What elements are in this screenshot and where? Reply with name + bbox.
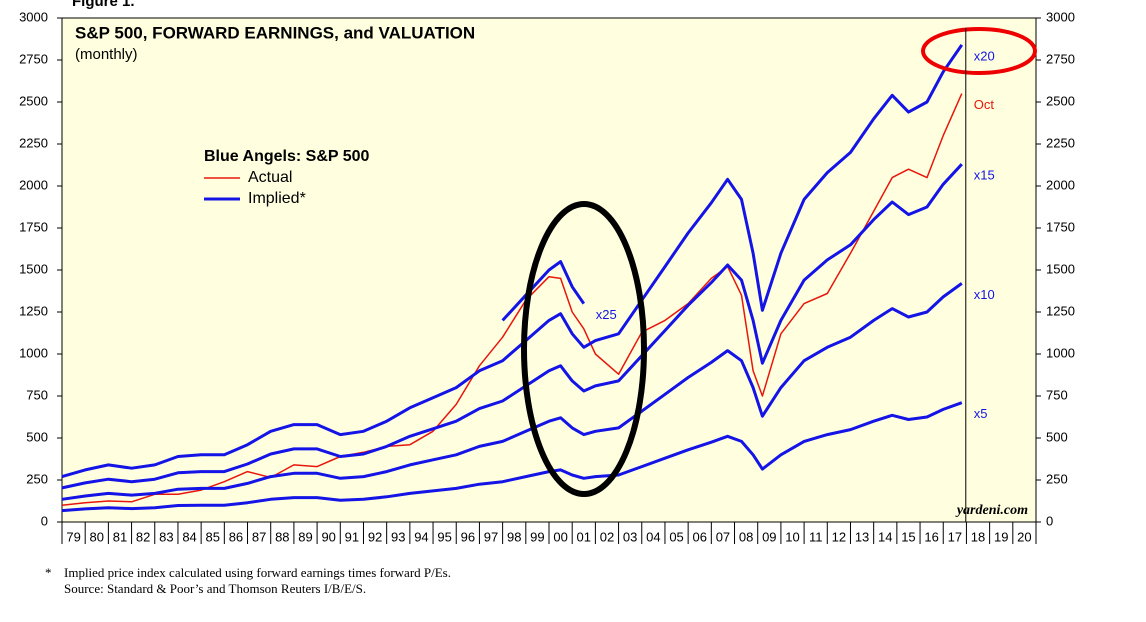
x-tick-label: 87 bbox=[252, 529, 266, 544]
x-tick-label: 90 bbox=[321, 529, 335, 544]
highlight-ellipse bbox=[521, 201, 647, 497]
highlight-ellipse bbox=[921, 27, 1037, 75]
chart-title: S&P 500, FORWARD EARNINGS, and VALUATION bbox=[75, 23, 475, 42]
y-tick-label-right: 3000 bbox=[1046, 9, 1075, 24]
x-tick-label: 79 bbox=[66, 529, 80, 544]
marks bbox=[61, 44, 964, 513]
y-tick-label: 0 bbox=[41, 513, 48, 528]
y-tick-label-right: 0 bbox=[1046, 513, 1053, 528]
x-tick-label: 91 bbox=[345, 529, 359, 544]
x-tick-label: 08 bbox=[739, 529, 753, 544]
x-tick-label: 03 bbox=[623, 529, 637, 544]
y-tick-label-right: 2000 bbox=[1046, 177, 1075, 192]
x-tick-label: 11 bbox=[809, 529, 823, 544]
y-tick-label: 2000 bbox=[19, 177, 48, 192]
series-end-label: x5 bbox=[974, 406, 988, 421]
series-end-label: x15 bbox=[974, 168, 995, 183]
y-tick-label-right: 1750 bbox=[1046, 219, 1075, 234]
y-tick-label-right: 2500 bbox=[1046, 93, 1075, 108]
x-tick-label: 18 bbox=[971, 529, 985, 544]
y-tick-label-right: 750 bbox=[1046, 387, 1068, 402]
y-tick-label: 1250 bbox=[19, 303, 48, 318]
x-tick-label: 89 bbox=[298, 529, 312, 544]
legend-title: Blue Angels: S&P 500 bbox=[204, 148, 369, 165]
source-credit: yardeni.com bbox=[955, 503, 1028, 518]
y-tick-label: 3000 bbox=[19, 9, 48, 24]
x-tick-label: 06 bbox=[693, 529, 707, 544]
y-tick-label-right: 500 bbox=[1046, 429, 1068, 444]
series-line bbox=[501, 260, 586, 322]
y-tick-label: 2500 bbox=[19, 93, 48, 108]
y-tick-label: 1000 bbox=[19, 345, 48, 360]
y-tick-label-right: 250 bbox=[1046, 471, 1068, 486]
x-tick-label: 83 bbox=[159, 529, 173, 544]
series-end-label: x20 bbox=[974, 48, 995, 63]
y-tick-label: 750 bbox=[26, 387, 48, 402]
series-end-label: x10 bbox=[974, 287, 995, 302]
x-tick-label: 80 bbox=[90, 529, 104, 544]
y-tick-label: 2250 bbox=[19, 135, 48, 150]
x-tick-label: 82 bbox=[136, 529, 150, 544]
x-tick-label: 00 bbox=[553, 529, 567, 544]
x-tick-label: 09 bbox=[762, 529, 776, 544]
x-tick-label: 98 bbox=[507, 529, 521, 544]
series-end-label: Oct bbox=[974, 97, 995, 112]
series-line bbox=[61, 282, 963, 501]
figure-label: Figure 1. bbox=[72, 0, 135, 10]
y-tick-label-right: 1000 bbox=[1046, 345, 1075, 360]
x-tick-label: 14 bbox=[878, 529, 892, 544]
series-line bbox=[61, 163, 963, 490]
x-tick-label: 02 bbox=[600, 529, 614, 544]
footnote-mark: * bbox=[45, 565, 52, 580]
x-tick-label: 92 bbox=[368, 529, 382, 544]
footnote-source: Source: Standard & Poor’s and Thomson Re… bbox=[64, 581, 366, 596]
y-tick-label-right: 2250 bbox=[1046, 135, 1075, 150]
y-tick-label: 500 bbox=[26, 429, 48, 444]
y-tick-label: 250 bbox=[26, 471, 48, 486]
x-tick-label: 07 bbox=[716, 529, 730, 544]
series-line bbox=[61, 401, 963, 513]
chart-subtitle: (monthly) bbox=[75, 46, 138, 63]
series-line bbox=[61, 93, 963, 506]
y-tick-label: 2750 bbox=[19, 51, 48, 66]
x-tick-label: 94 bbox=[414, 529, 428, 544]
x-tick-label: 12 bbox=[832, 529, 846, 544]
x-tick-label: 81 bbox=[113, 529, 127, 544]
y-tick-label-right: 2750 bbox=[1046, 51, 1075, 66]
x-tick-label: 20 bbox=[1017, 529, 1031, 544]
x-tick-label: 01 bbox=[577, 529, 591, 544]
x-tick-label: 19 bbox=[994, 529, 1008, 544]
x-tick-label: 93 bbox=[391, 529, 405, 544]
legend-label: Actual bbox=[248, 169, 292, 186]
x-tick-label: 17 bbox=[948, 529, 962, 544]
series-end-label: x25 bbox=[596, 307, 617, 322]
x-tick-label: 88 bbox=[275, 529, 289, 544]
y-tick-label-right: 1250 bbox=[1046, 303, 1075, 318]
x-tick-label: 97 bbox=[484, 529, 498, 544]
x-tick-label: 16 bbox=[924, 529, 938, 544]
x-tick-label: 99 bbox=[530, 529, 544, 544]
y-tick-label: 1500 bbox=[19, 261, 48, 276]
x-tick-label: 96 bbox=[461, 529, 475, 544]
y-tick-label: 1750 bbox=[19, 219, 48, 234]
x-tick-label: 10 bbox=[785, 529, 799, 544]
x-tick-label: 84 bbox=[182, 529, 196, 544]
x-tick-label: 86 bbox=[229, 529, 243, 544]
x-tick-label: 04 bbox=[646, 529, 660, 544]
footnote: Implied price index calculated using for… bbox=[64, 565, 451, 580]
x-tick-label: 13 bbox=[855, 529, 869, 544]
series-line bbox=[61, 44, 964, 479]
x-tick-label: 85 bbox=[206, 529, 220, 544]
x-tick-label: 15 bbox=[901, 529, 915, 544]
legend-label: Implied* bbox=[248, 190, 306, 207]
x-tick-label: 05 bbox=[669, 529, 683, 544]
y-tick-label-right: 1500 bbox=[1046, 261, 1075, 276]
x-tick-label: 95 bbox=[437, 529, 451, 544]
